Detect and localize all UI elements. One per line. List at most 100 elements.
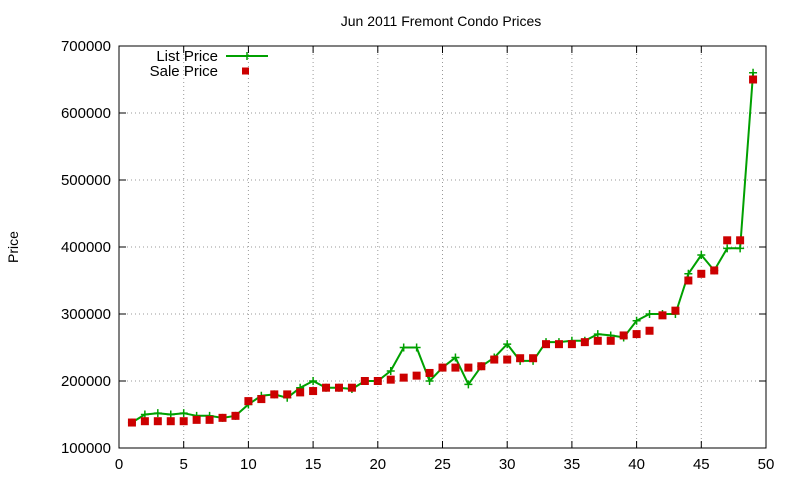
- sale-price-point: [386, 375, 395, 384]
- list-price-point: [632, 316, 641, 325]
- sale-price-point: [179, 417, 188, 426]
- list-price-point: [386, 366, 395, 375]
- sale-price-point: [723, 236, 732, 245]
- sale-price-point: [231, 411, 240, 420]
- y-tick-label: 400000: [61, 239, 111, 256]
- list-price-point: [153, 409, 162, 418]
- x-tick-label: 45: [693, 456, 710, 473]
- sale-price-point: [516, 354, 525, 363]
- sale-price-point: [360, 377, 369, 385]
- data-series: [127, 68, 758, 427]
- x-tick-label: 35: [564, 456, 581, 473]
- chart-title: Jun 2011 Fremont Condo Prices: [341, 13, 542, 29]
- sale-price-point: [373, 377, 382, 385]
- list-price-point: [503, 340, 512, 349]
- x-tick-label: 10: [240, 456, 257, 473]
- list-price-point: [697, 251, 706, 260]
- sale-price-point: [270, 390, 279, 399]
- x-tick-label: 15: [305, 456, 322, 473]
- x-tick-label: 5: [180, 456, 188, 473]
- sale-price-point: [412, 371, 421, 380]
- sale-price-point: [140, 417, 149, 426]
- sale-price-point: [749, 75, 758, 84]
- sale-price-point: [464, 363, 473, 372]
- y-axis-label: Price: [5, 231, 21, 263]
- list-price-point: [736, 244, 745, 253]
- sale-price-point: [283, 390, 292, 399]
- y-tick-label: 100000: [61, 440, 111, 457]
- sale-price-point: [218, 413, 227, 422]
- x-tick-label: 0: [115, 456, 123, 473]
- list-price-point: [309, 377, 318, 385]
- y-tick-label: 300000: [61, 306, 111, 323]
- legend-marker-sale-price: [242, 67, 249, 75]
- sale-price-point: [619, 331, 628, 340]
- sale-price-point: [127, 418, 136, 427]
- sale-price-point: [593, 336, 602, 345]
- x-tick-label: 50: [758, 456, 775, 473]
- list-price-point: [749, 68, 758, 77]
- sale-price-point: [606, 336, 615, 345]
- legend-label-sale-price: Sale Price: [150, 63, 218, 80]
- sale-price-point: [580, 338, 589, 347]
- sale-price-point: [192, 415, 201, 424]
- sale-price-point: [347, 383, 356, 392]
- list-price-point: [593, 330, 602, 339]
- sale-price-point: [296, 388, 305, 397]
- list-price-point: [166, 410, 175, 419]
- tick-labels: 0 5 10 15 20 25 30 35 40 45 50 100000 200000 300000 40…: [61, 38, 774, 473]
- sale-price-point: [632, 330, 641, 339]
- list-price-point: [684, 269, 693, 278]
- sale-price-point: [542, 340, 551, 349]
- sale-price-point: [567, 340, 576, 349]
- legend: List Price Sale Price: [150, 48, 268, 80]
- list-price-point: [179, 409, 188, 418]
- sale-price-point: [477, 362, 486, 371]
- list-price-point: [140, 410, 149, 419]
- list-price-point: [723, 244, 732, 253]
- x-tick-label: 25: [434, 456, 451, 473]
- sale-price-point: [166, 417, 175, 426]
- sale-price-point: [205, 415, 214, 424]
- y-tick-label: 500000: [61, 172, 111, 189]
- list-price-point: [464, 380, 473, 389]
- list-price-point: [645, 310, 654, 318]
- list-price-point: [451, 353, 460, 362]
- legend-label-list-price: List Price: [156, 48, 218, 65]
- legend-marker-list-price: [243, 52, 251, 60]
- sale-price-point: [490, 355, 499, 364]
- sale-price-point: [658, 311, 667, 320]
- sale-price-point: [710, 266, 719, 275]
- list-price-point: [412, 343, 421, 352]
- sale-price-point: [645, 326, 654, 335]
- y-tick-label: 600000: [61, 105, 111, 122]
- sale-price-point: [334, 383, 343, 392]
- list-price-point: [425, 377, 434, 385]
- sale-price-point: [309, 387, 318, 396]
- sale-price-point: [503, 355, 512, 364]
- x-tick-label: 20: [369, 456, 386, 473]
- sale-price-point: [425, 368, 434, 377]
- sale-price-point: [736, 236, 745, 245]
- x-tick-label: 30: [499, 456, 516, 473]
- sale-price-point: [529, 354, 538, 363]
- sale-price-point: [399, 373, 408, 382]
- sale-price-point: [451, 363, 460, 372]
- grid: [119, 46, 766, 448]
- legend-plus-glyph: [243, 52, 251, 60]
- sale-price-point: [153, 417, 162, 426]
- sale-price-point: [684, 276, 693, 285]
- y-tick-label: 700000: [61, 38, 111, 55]
- axis-ticks: [118, 45, 767, 449]
- sale-price-point: [554, 340, 563, 349]
- sale-price-point: [257, 395, 266, 404]
- sale-price-point: [697, 269, 706, 278]
- sale-price-point: [322, 383, 331, 392]
- list-price-point: [399, 343, 408, 352]
- sale-price-point: [244, 397, 253, 406]
- y-tick-label: 200000: [61, 373, 111, 390]
- x-tick-label: 40: [628, 456, 645, 473]
- sale-price-point: [438, 363, 447, 372]
- sale-price-point: [671, 306, 680, 315]
